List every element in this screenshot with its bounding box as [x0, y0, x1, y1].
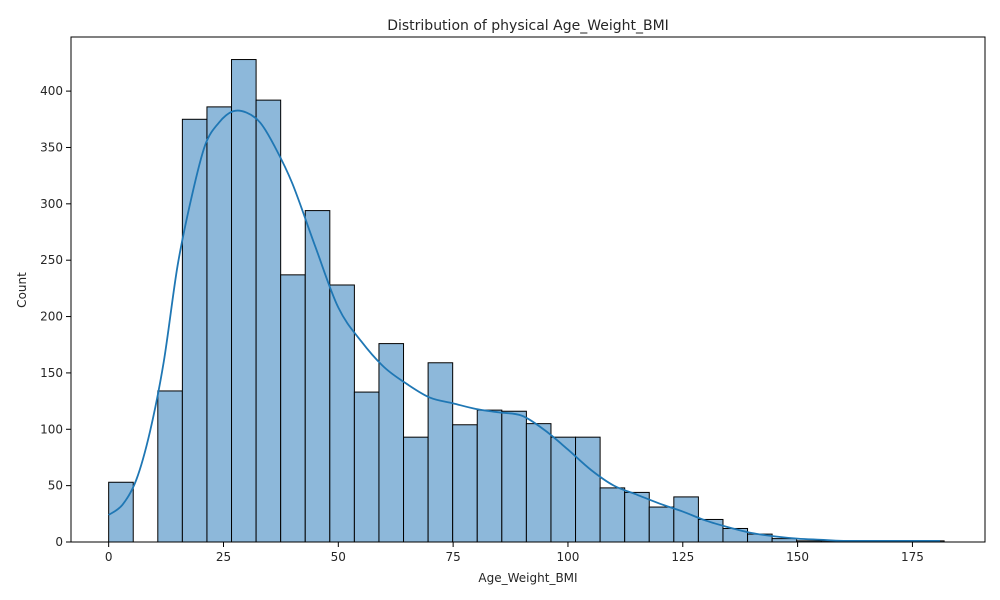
histogram-bar: [280, 274, 306, 543]
histogram-bar: [575, 436, 601, 543]
y-tick-label: 100: [40, 422, 63, 436]
histogram-bar: [427, 362, 454, 543]
histogram-bar: [599, 487, 626, 543]
histogram-bar: [452, 424, 478, 543]
histogram-bar: [648, 506, 675, 543]
y-tick-label: 200: [40, 310, 63, 324]
histogram-bar: [476, 409, 503, 543]
y-axis-label: Count: [15, 272, 29, 308]
chart-title: Distribution of physical Age_Weight_BMI: [387, 18, 669, 34]
histogram-bar: [231, 59, 257, 543]
y-tick-label: 400: [40, 84, 63, 98]
x-tick-label: 0: [105, 550, 113, 564]
histogram-bar: [501, 410, 527, 543]
x-tick-label: 25: [216, 550, 231, 564]
histogram-bar: [157, 390, 183, 543]
kde-curve: [108, 109, 940, 542]
y-tick-label: 350: [40, 140, 63, 154]
x-tick-label: 75: [445, 550, 460, 564]
histogram-bar: [255, 99, 282, 543]
y-tick-label: 50: [48, 479, 63, 493]
plot-frame: [70, 36, 986, 543]
y-tick-label: 300: [40, 197, 63, 211]
histogram-bar: [550, 436, 577, 543]
histogram-bar: [353, 391, 380, 543]
histogram-bar: [206, 106, 233, 543]
x-axis-label: Age_Weight_BMI: [478, 571, 577, 585]
x-tick-label: 150: [786, 550, 809, 564]
histogram-bars: [108, 59, 945, 543]
histogram-bar: [673, 496, 699, 543]
y-tick-label: 250: [40, 253, 63, 267]
y-axis-ticks: 0 50 100 150 200 250 300 350 400: [40, 84, 71, 549]
histogram-bar: [403, 436, 429, 543]
histogram-bar: [525, 423, 552, 543]
x-axis-ticks: 0 25 50 75 100 125 150 175: [105, 542, 924, 564]
x-tick-label: 125: [671, 550, 694, 564]
y-tick-label: 150: [40, 366, 63, 380]
histogram-bar: [329, 284, 355, 543]
histogram-bar: [304, 210, 331, 543]
x-tick-label: 100: [557, 550, 580, 564]
x-tick-label: 50: [331, 550, 346, 564]
histogram-bar: [624, 491, 650, 543]
y-tick-label: 0: [55, 535, 63, 549]
histogram-bar: [181, 118, 208, 543]
x-tick-label: 175: [901, 550, 924, 564]
